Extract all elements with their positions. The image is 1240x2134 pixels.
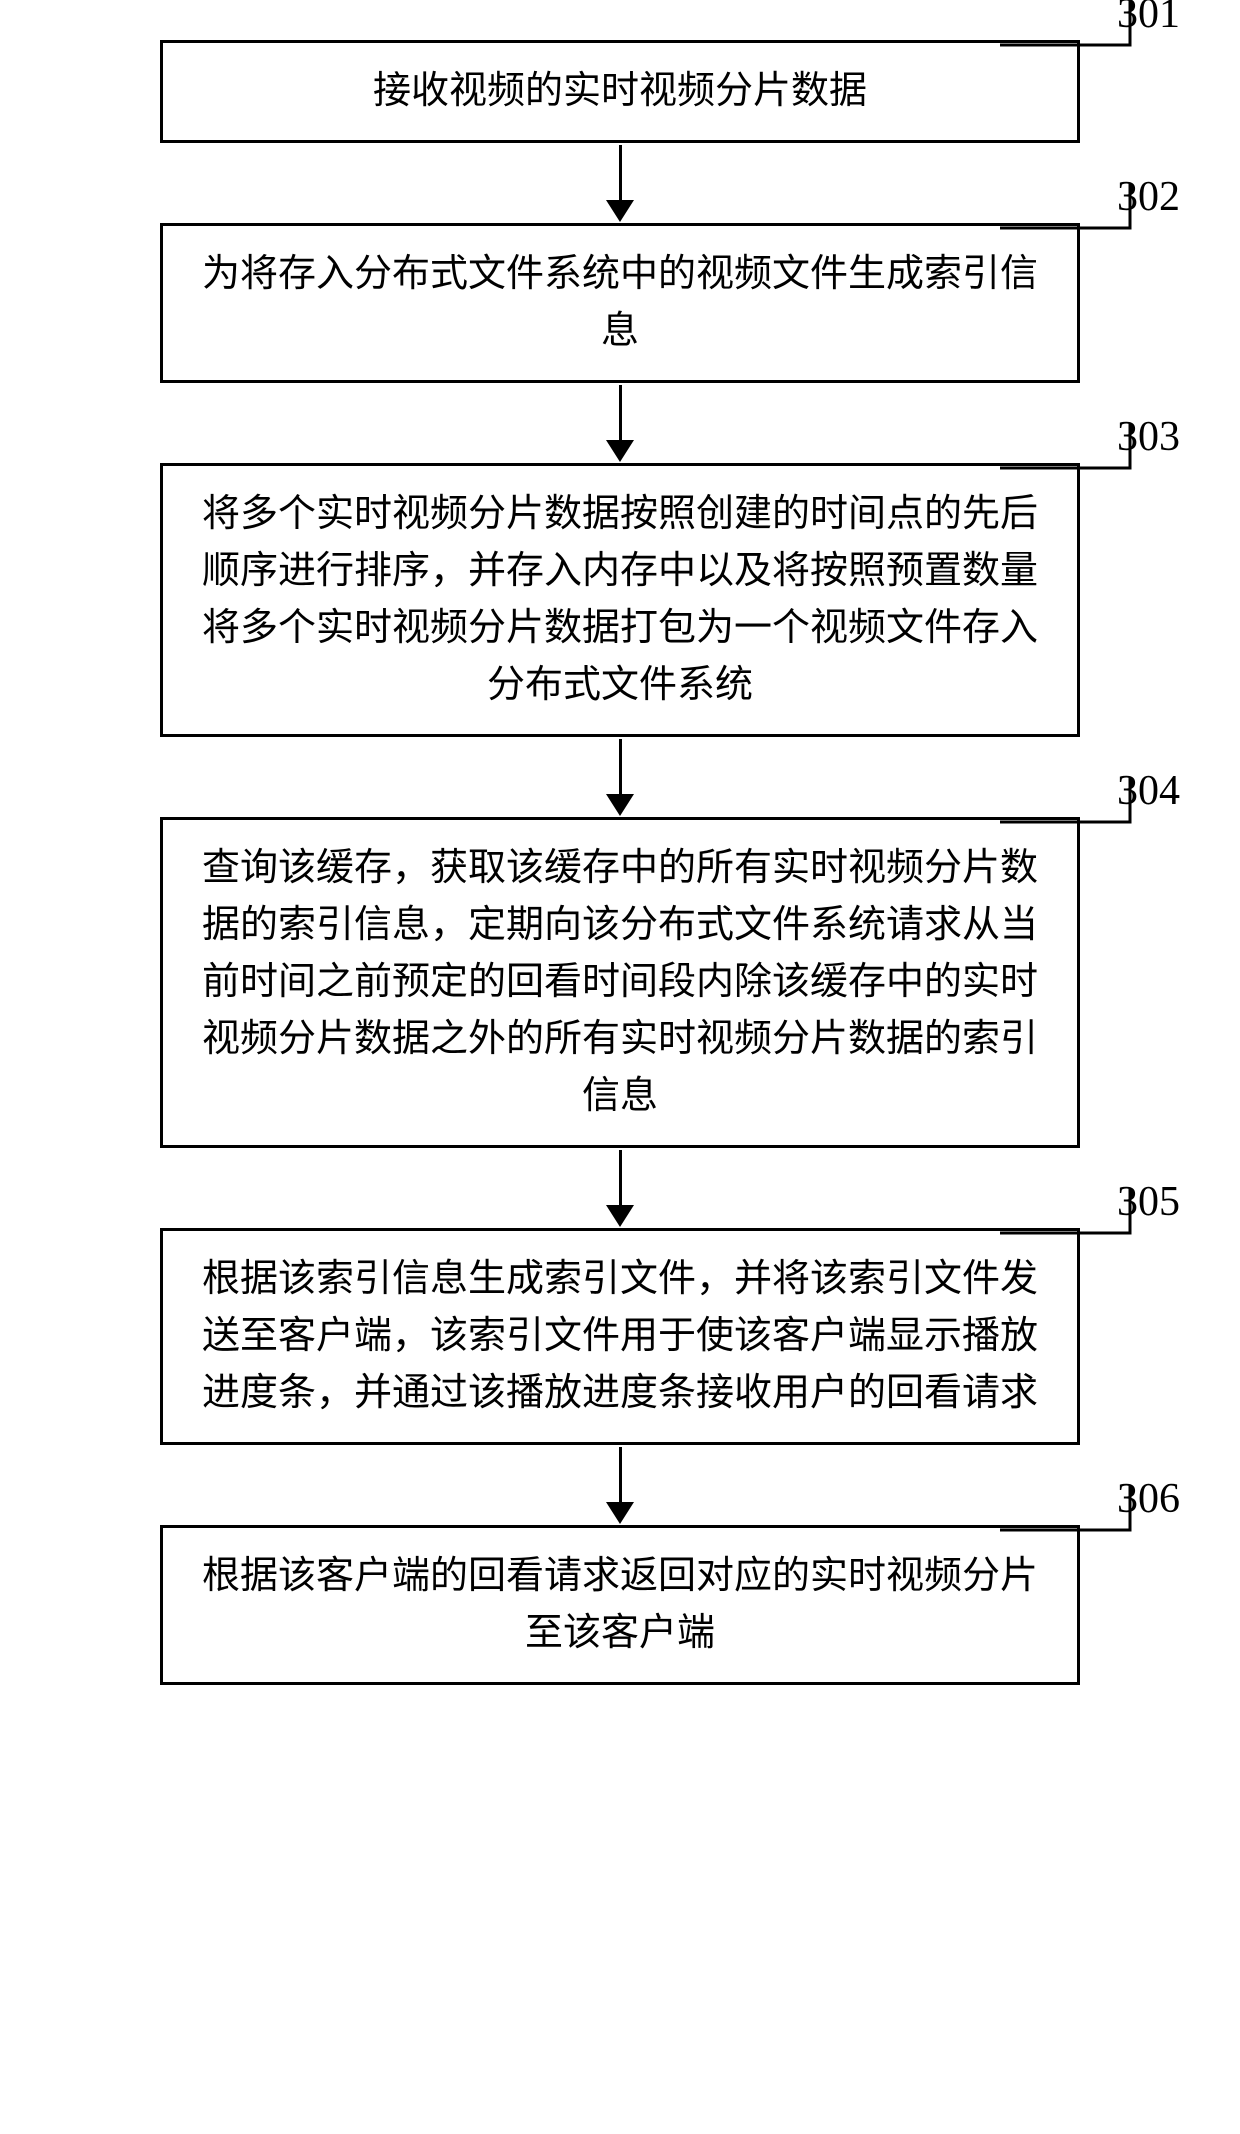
- arrow-head-icon: [606, 200, 634, 222]
- node-wrapper-302: 为将存入分布式文件系统中的视频文件生成索引信息 302: [20, 223, 1220, 383]
- arrow-line: [619, 385, 622, 440]
- node-text: 为将存入分布式文件系统中的视频文件生成索引信息: [193, 246, 1047, 360]
- flowchart-container: 接收视频的实时视频分片数据 301 为将存入分布式文件系统中的视频文件生成索引信…: [20, 40, 1220, 1685]
- arrow-line: [619, 739, 622, 794]
- node-304: 查询该缓存，获取该缓存中的所有实时视频分片数据的索引信息，定期向该分布式文件系统…: [160, 817, 1080, 1148]
- arrow-305-306: [606, 1445, 634, 1525]
- node-302: 为将存入分布式文件系统中的视频文件生成索引信息: [160, 223, 1080, 383]
- arrow-304-305: [606, 1148, 634, 1228]
- arrow-303-304: [606, 737, 634, 817]
- arrow-302-303: [606, 383, 634, 463]
- node-text: 查询该缓存，获取该缓存中的所有实时视频分片数据的索引信息，定期向该分布式文件系统…: [193, 840, 1047, 1125]
- step-label-305: 305: [1117, 1178, 1180, 1226]
- step-label-306: 306: [1117, 1475, 1180, 1523]
- node-wrapper-303: 将多个实时视频分片数据按照创建的时间点的先后顺序进行排序，并存入内存中以及将按照…: [20, 463, 1220, 737]
- node-301: 接收视频的实时视频分片数据: [160, 40, 1080, 143]
- arrow-head-icon: [606, 1205, 634, 1227]
- node-306: 根据该客户端的回看请求返回对应的实时视频分片至该客户端: [160, 1525, 1080, 1685]
- arrow-line: [619, 1150, 622, 1205]
- arrow-line: [619, 145, 622, 200]
- step-label-303: 303: [1117, 413, 1180, 461]
- node-text: 接收视频的实时视频分片数据: [373, 63, 867, 120]
- node-wrapper-301: 接收视频的实时视频分片数据 301: [20, 40, 1220, 143]
- node-text: 根据该客户端的回看请求返回对应的实时视频分片至该客户端: [193, 1548, 1047, 1662]
- step-label-301: 301: [1117, 0, 1180, 38]
- arrow-head-icon: [606, 1502, 634, 1524]
- node-text: 将多个实时视频分片数据按照创建的时间点的先后顺序进行排序，并存入内存中以及将按照…: [193, 486, 1047, 714]
- node-305: 根据该索引信息生成索引文件，并将该索引文件发送至客户端，该索引文件用于使该客户端…: [160, 1228, 1080, 1445]
- step-label-304: 304: [1117, 767, 1180, 815]
- node-wrapper-306: 根据该客户端的回看请求返回对应的实时视频分片至该客户端 306: [20, 1525, 1220, 1685]
- arrow-301-302: [606, 143, 634, 223]
- arrow-line: [619, 1447, 622, 1502]
- step-label-302: 302: [1117, 173, 1180, 221]
- arrow-head-icon: [606, 794, 634, 816]
- arrow-head-icon: [606, 440, 634, 462]
- node-text: 根据该索引信息生成索引文件，并将该索引文件发送至客户端，该索引文件用于使该客户端…: [193, 1251, 1047, 1422]
- node-wrapper-305: 根据该索引信息生成索引文件，并将该索引文件发送至客户端，该索引文件用于使该客户端…: [20, 1228, 1220, 1445]
- node-303: 将多个实时视频分片数据按照创建的时间点的先后顺序进行排序，并存入内存中以及将按照…: [160, 463, 1080, 737]
- node-wrapper-304: 查询该缓存，获取该缓存中的所有实时视频分片数据的索引信息，定期向该分布式文件系统…: [20, 817, 1220, 1148]
